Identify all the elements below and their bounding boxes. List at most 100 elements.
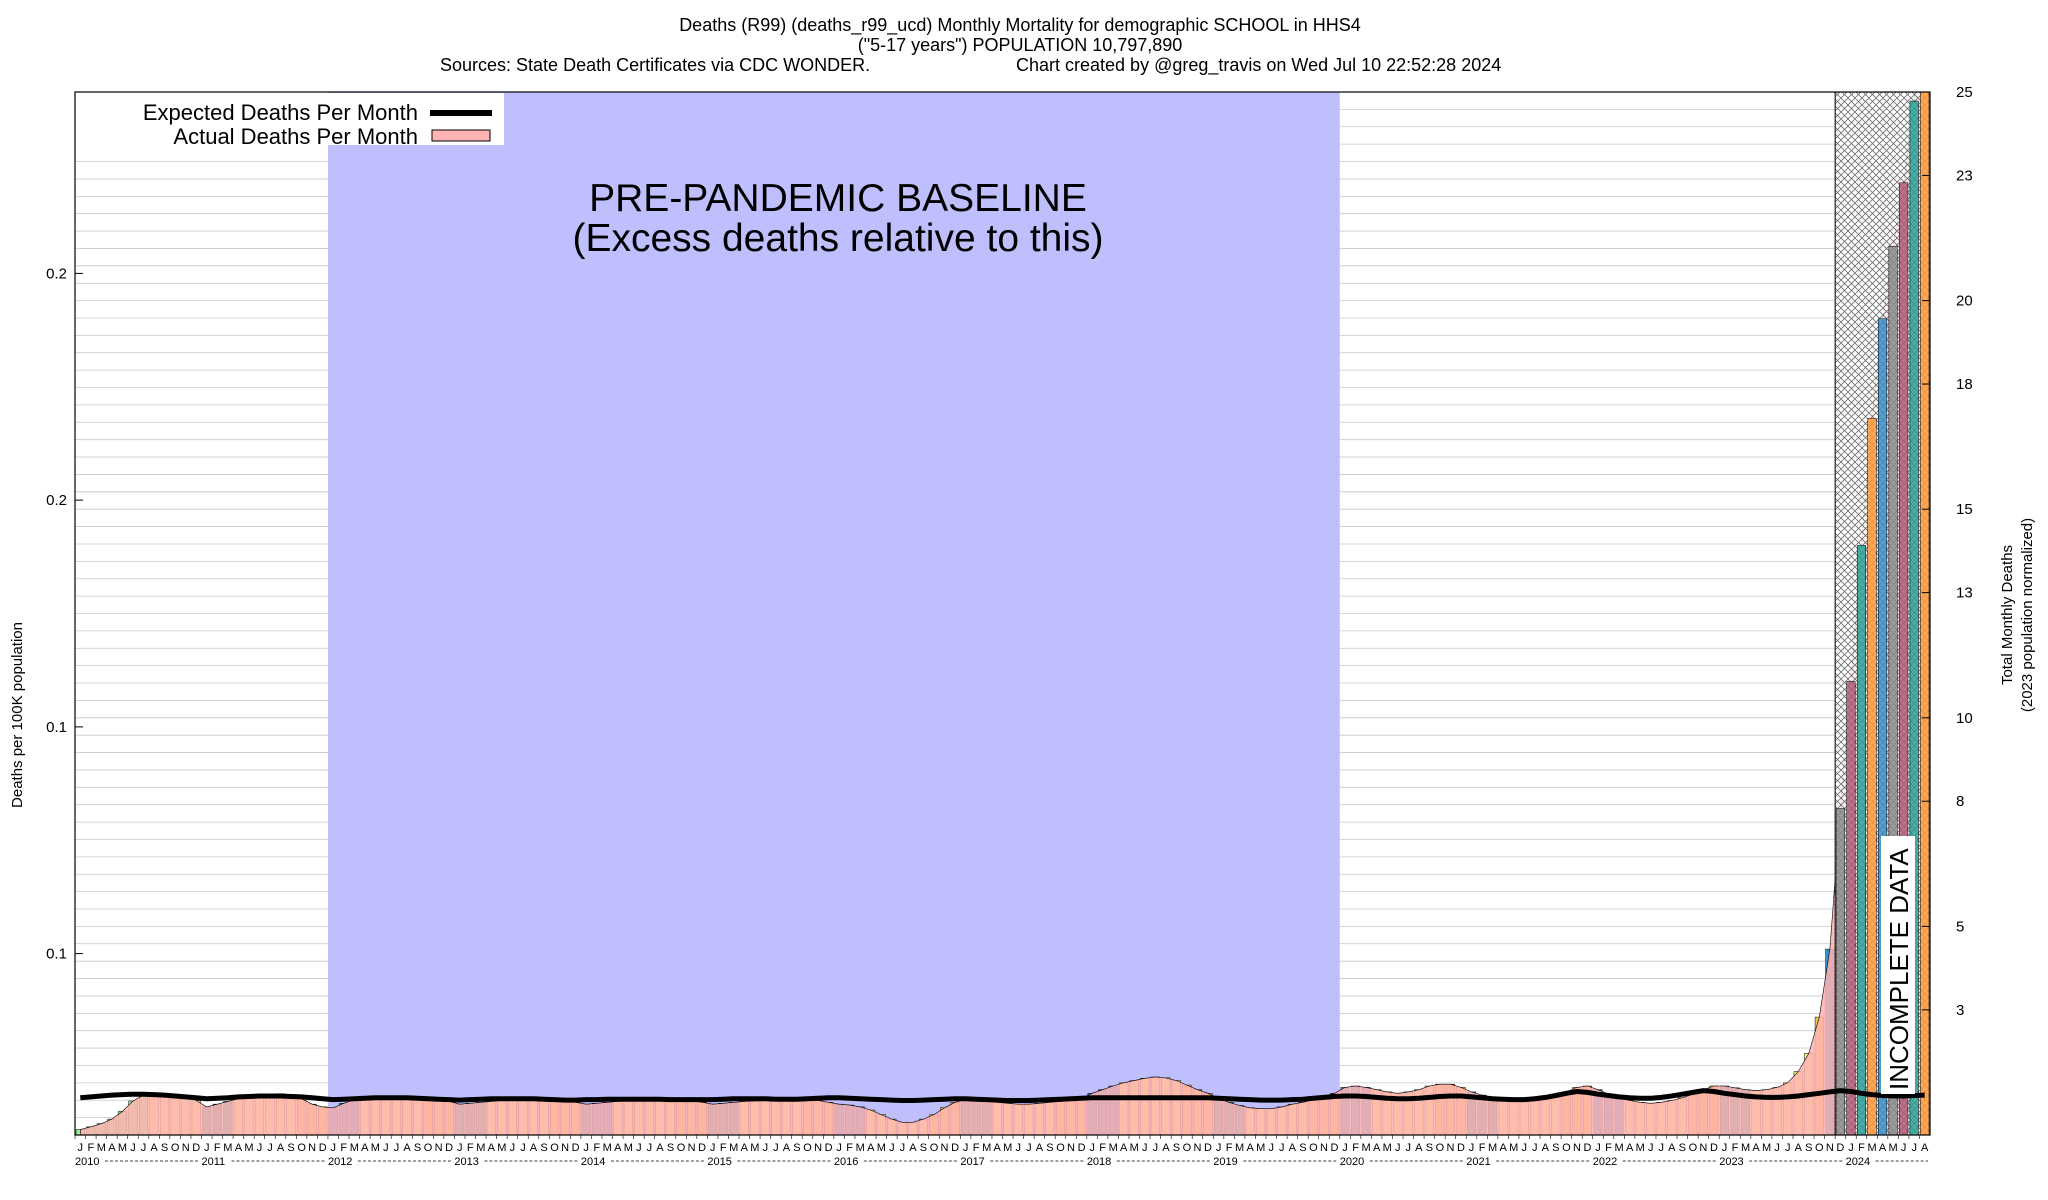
x-tick-month-label: J xyxy=(330,1142,336,1154)
x-tick-month-label: M xyxy=(1614,1142,1623,1154)
x-tick-month-label: M xyxy=(1636,1142,1645,1154)
y-axis-right-label-line-1: Total Monthly Deaths xyxy=(1999,545,2016,685)
x-tick-month-label: A xyxy=(403,1142,411,1154)
x-tick-month-label: N xyxy=(1067,1142,1075,1154)
x-tick-month-label: O xyxy=(171,1142,180,1154)
x-tick-month-label: F xyxy=(340,1142,347,1154)
x-tick-month-label: N xyxy=(1194,1142,1202,1154)
x-tick-month-label: O xyxy=(1562,1142,1571,1154)
x-tick-month-label: D xyxy=(1583,1142,1591,1154)
y-tick-label-left: 0.1 xyxy=(46,946,67,963)
x-tick-year-label: 2014 xyxy=(581,1156,605,1168)
y-tick-label-right: 3 xyxy=(1956,1002,1964,1019)
x-tick-month-label: S xyxy=(920,1142,927,1154)
x-tick-month-label: N xyxy=(308,1142,316,1154)
x-tick-year-label: 2016 xyxy=(834,1156,858,1168)
bar xyxy=(1835,808,1845,1135)
x-tick-month-label: M xyxy=(982,1142,991,1154)
x-tick-month-label: M xyxy=(1383,1142,1392,1154)
x-tick-month-label: O xyxy=(677,1142,686,1154)
incomplete-label-group: INCOMPLETE DATA xyxy=(1881,836,1915,1094)
x-tick-month-label: A xyxy=(1162,1142,1170,1154)
y-tick-label-right: 13 xyxy=(1956,585,1973,602)
x-tick-month-label: J xyxy=(1016,1142,1022,1154)
x-tick-month-label: J xyxy=(204,1142,210,1154)
x-tick-month-label: S xyxy=(1552,1142,1559,1154)
x-tick-month-label: S xyxy=(540,1142,547,1154)
x-tick-month-label: D xyxy=(192,1142,200,1154)
x-tick-month-label: J xyxy=(963,1142,969,1154)
y-tick-label-right: 25 xyxy=(1956,84,1973,101)
legend-swatch-actual xyxy=(431,129,491,142)
y-tick-label-right: 15 xyxy=(1956,501,1973,518)
x-tick-month-label: M xyxy=(1256,1142,1265,1154)
x-tick-month-label: O xyxy=(424,1142,433,1154)
x-tick-month-label: J xyxy=(1279,1142,1285,1154)
x-tick-month-label: A xyxy=(783,1142,791,1154)
x-tick-month-label: J xyxy=(1342,1142,1348,1154)
x-tick-month-label: M xyxy=(877,1142,886,1154)
x-tick-month-label: M xyxy=(1003,1142,1012,1154)
x-tick-month-label: S xyxy=(1426,1142,1433,1154)
bar xyxy=(1856,545,1867,1135)
x-tick-month-label: M xyxy=(1889,1142,1898,1154)
x-tick-month-label: S xyxy=(1805,1142,1812,1154)
x-tick-month-label: M xyxy=(1488,1142,1497,1154)
x-tick-month-label: N xyxy=(1573,1142,1581,1154)
x-tick-month-label: A xyxy=(741,1142,749,1154)
x-tick-month-label: N xyxy=(182,1142,190,1154)
x-tick-month-label: A xyxy=(150,1142,158,1154)
x-tick-month-label: M xyxy=(729,1142,738,1154)
x-tick-month-label: A xyxy=(1921,1142,1929,1154)
x-tick-month-label: J xyxy=(141,1142,147,1154)
y-axis-left-label: Deaths per 100K population xyxy=(9,622,26,808)
x-tick-month-label: J xyxy=(78,1142,84,1154)
x-tick-month-label: M xyxy=(497,1142,506,1154)
x-tick-month-label: A xyxy=(277,1142,285,1154)
x-tick-month-label: D xyxy=(572,1142,580,1154)
x-tick-month-label: J xyxy=(1521,1142,1527,1154)
x-tick-month-label: M xyxy=(1867,1142,1876,1154)
x-tick-month-label: M xyxy=(118,1142,127,1154)
x-tick-month-label: D xyxy=(1457,1142,1465,1154)
x-tick-month-label: S xyxy=(161,1142,168,1154)
x-tick-month-label: J xyxy=(1658,1142,1664,1154)
x-tick-month-label: S xyxy=(793,1142,800,1154)
x-tick-month-label: J xyxy=(900,1142,906,1154)
bar xyxy=(1878,318,1888,1135)
x-tick-year-label: 2011 xyxy=(201,1156,225,1168)
x-tick-year-label: 2015 xyxy=(707,1156,731,1168)
x-tick-month-label: J xyxy=(1216,1142,1222,1154)
x-tick-month-label: O xyxy=(297,1142,306,1154)
x-tick-month-label: O xyxy=(930,1142,939,1154)
expected-deaths-line xyxy=(80,1088,1925,1103)
x-tick-month-label: D xyxy=(1710,1142,1718,1154)
y-tick-label-left: 0.2 xyxy=(46,492,67,509)
x-tick-month-label: F xyxy=(1479,1142,1486,1154)
legend-label-expected: Expected Deaths Per Month xyxy=(143,100,418,125)
x-tick-month-label: J xyxy=(383,1142,389,1154)
x-tick-month-label: N xyxy=(688,1142,696,1154)
y-tick-label-right: 20 xyxy=(1956,293,1973,310)
x-tick-month-label: J xyxy=(1648,1142,1654,1154)
x-tick-month-label: J xyxy=(636,1142,642,1154)
baseline-title: PRE-PANDEMIC BASELINE xyxy=(589,177,1087,220)
x-tick-month-label: O xyxy=(1056,1142,1065,1154)
x-tick-month-label: A xyxy=(909,1142,917,1154)
x-tick-month-label: F xyxy=(1226,1142,1233,1154)
y-axis-right-label-line-2: (2023 population normalized) xyxy=(2019,518,2036,712)
x-tick-month-label: J xyxy=(1785,1142,1791,1154)
x-tick-month-label: A xyxy=(1668,1142,1676,1154)
x-tick-month-label: A xyxy=(614,1142,622,1154)
x-tick-month-label: J xyxy=(1153,1142,1159,1154)
x-tick-month-label: A xyxy=(1120,1142,1128,1154)
x-tick-month-label: M xyxy=(1762,1142,1771,1154)
x-tick-month-label: A xyxy=(994,1142,1002,1154)
x-tick-month-label: J xyxy=(1911,1142,1917,1154)
x-tick-month-label: M xyxy=(603,1142,612,1154)
chart-credit: Chart created by @greg_travis on Wed Jul… xyxy=(1016,55,1501,76)
x-tick-year-label: 2018 xyxy=(1087,1156,1111,1168)
x-tick-month-label: A xyxy=(530,1142,538,1154)
